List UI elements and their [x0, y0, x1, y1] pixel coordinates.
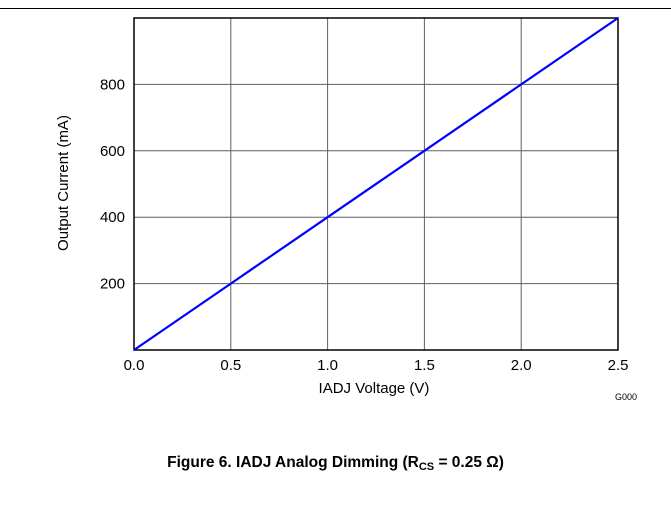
- x-tick-label: 2.5: [608, 357, 629, 374]
- y-tick-label: 400: [100, 209, 125, 226]
- y-tick-label: 200: [100, 276, 125, 293]
- x-tick-label: 2.0: [511, 357, 532, 374]
- x-tick-label: 0.5: [220, 357, 241, 374]
- figure-caption: Figure 6. IADJ Analog Dimming (RCS = 0.2…: [0, 454, 671, 473]
- y-tick-label: 600: [100, 143, 125, 160]
- x-tick-label: 1.5: [414, 357, 435, 374]
- caption-prefix: Figure 6. IADJ Analog Dimming (R: [167, 454, 419, 471]
- y-tick-label: 800: [100, 76, 125, 93]
- caption-suffix: = 0.25 Ω): [434, 454, 504, 471]
- series-line: [133, 17, 619, 351]
- tick-labels: 0.0 0.5 1.0 1.5 2.0 2.5 200 400 600 800: [100, 76, 628, 374]
- figure-code: G000: [615, 392, 637, 402]
- output-current-chart: 0.0 0.5 1.0 1.5 2.0 2.5 200 400 600 800 IADJ Volt…: [55, 17, 637, 402]
- series-layer: [133, 17, 619, 351]
- header-rule: [0, 8, 671, 9]
- grid-lines: [134, 18, 618, 350]
- y-axis-label: Output Current (mA): [55, 115, 72, 251]
- plot-frame: [133, 17, 619, 351]
- caption-subscript: CS: [418, 461, 435, 473]
- x-tick-label: 0.0: [124, 357, 145, 374]
- x-tick-label: 1.0: [317, 357, 338, 374]
- x-axis-label: IADJ Voltage (V): [319, 380, 430, 397]
